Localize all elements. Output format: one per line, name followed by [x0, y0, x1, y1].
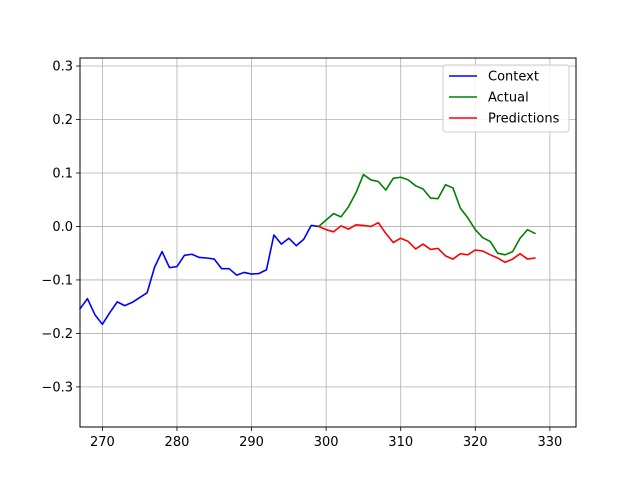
y-tick-label: 0.2: [52, 113, 73, 128]
series-line-actual: [317, 173, 536, 256]
x-tick-label: 280: [165, 435, 190, 450]
axis-ticks: 270 280 290 300 310 320 330 −0.3 −0.2 −0.1 0.0 0.1 0…: [41, 60, 562, 450]
x-tick-label: 310: [388, 435, 413, 450]
y-tick-label: 0.3: [52, 60, 73, 75]
x-tick-label: 300: [314, 435, 339, 450]
y-tick-label: 0.1: [52, 166, 73, 181]
y-tick-label: −0.2: [41, 327, 73, 342]
legend-box: [442, 64, 570, 133]
legend-label-predictions: Predictions: [488, 112, 560, 127]
y-tick-label: −0.3: [41, 380, 73, 395]
legend: Context Actual Predictions: [442, 64, 570, 133]
series-line-context: [79, 224, 320, 326]
legend-label-actual: Actual: [488, 91, 529, 106]
x-tick-label: 270: [90, 435, 115, 450]
series-line-predictions: [317, 221, 536, 264]
x-tick-label: 330: [537, 435, 562, 450]
y-tick-label: −0.1: [41, 273, 73, 288]
series-lines: [79, 173, 536, 326]
y-tick-label: 0.0: [52, 220, 73, 235]
x-tick-label: 320: [463, 435, 488, 450]
legend-label-context: Context: [488, 70, 539, 85]
plot-frame: [79, 57, 577, 428]
grid-lines: [80, 58, 576, 427]
x-tick-label: 290: [239, 435, 264, 450]
